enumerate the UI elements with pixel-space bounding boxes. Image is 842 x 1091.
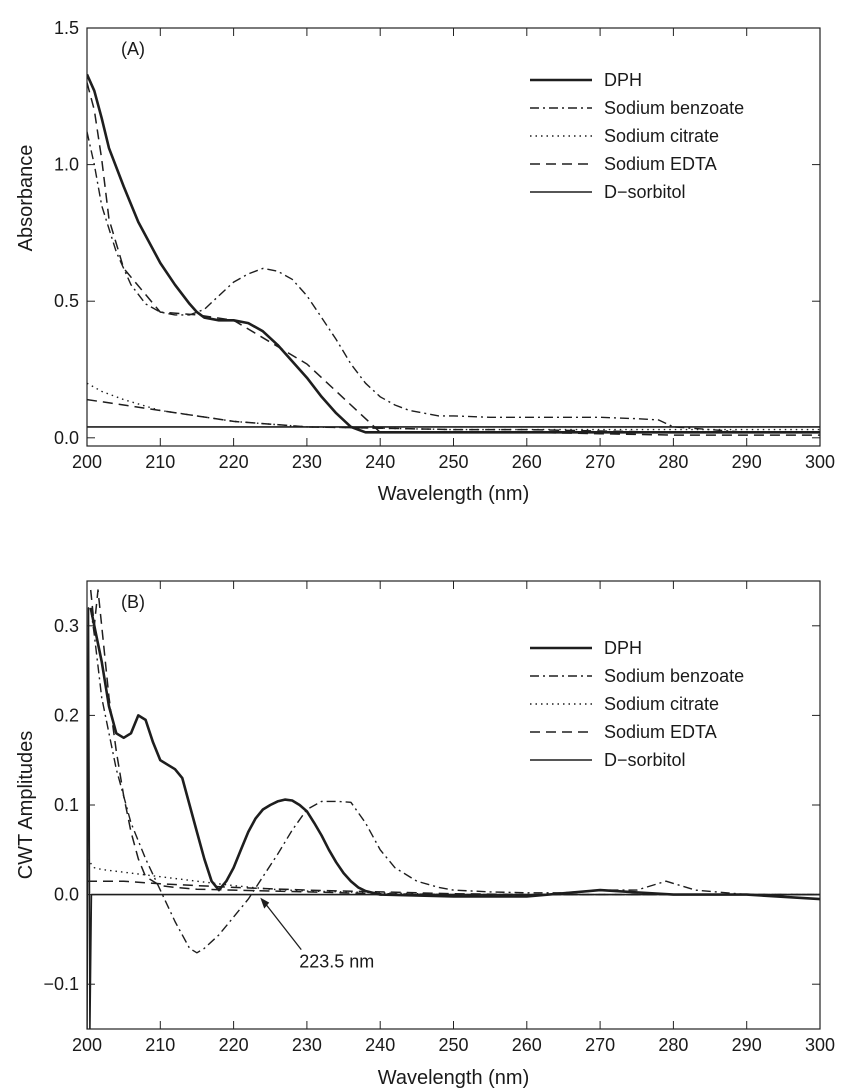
panel-a-series-line-unlabeled-5 <box>87 398 820 434</box>
panel-a-plot-frame <box>86 27 821 447</box>
panel-b-series-line-sodium-edta <box>89 589 820 896</box>
panel-b-legend: DPH Sodium benzoate Sodium citrate Sodium E… <box>530 638 744 770</box>
panel-b-annotation-arrow <box>261 899 302 950</box>
panel-b-series-layer <box>87 589 820 1029</box>
panel-b-y-axis-label: CWT Amplitudes <box>15 731 37 880</box>
panel-b-x-tick-label: 290 <box>732 1035 762 1055</box>
panel-b-legend-label-sodium-benzoate: Sodium benzoate <box>604 666 744 686</box>
panel-a-legend: DPH Sodium benzoate Sodium citrate Sodium E… <box>530 70 744 202</box>
panel-a-x-tick-label: 270 <box>585 452 615 472</box>
panel-b-x-tick-label: 270 <box>585 1035 615 1055</box>
panel-a-series-layer <box>87 73 820 436</box>
panel-b-x-tick-label: 250 <box>438 1035 468 1055</box>
panel-a-y-tick-label: 1.0 <box>54 155 79 175</box>
panel-a-label: (A) <box>121 39 145 59</box>
panel-b-x-tick-label: 220 <box>219 1035 249 1055</box>
panel-b-x-tick-label: 240 <box>365 1035 395 1055</box>
panel-b-y-tick-label: −0.1 <box>43 974 79 994</box>
panel-a-y-axis-label: Absorbance <box>15 145 37 252</box>
panel-a-x-tick-label: 200 <box>72 452 102 472</box>
panel-a-y-tick-label: 0.0 <box>54 428 79 448</box>
panel-a-x-tick-label: 300 <box>805 452 835 472</box>
panel-a-x-tick-label: 220 <box>219 452 249 472</box>
panel-b-annotation-arrowhead <box>260 897 270 909</box>
panel-a-x-tick-label: 250 <box>438 452 468 472</box>
panel-b-legend-label-sodium-edta: Sodium EDTA <box>604 722 717 742</box>
panel-a-series-line-dph <box>87 73 820 434</box>
panel-b-legend-label-sodium-citrate: Sodium citrate <box>604 694 719 714</box>
panel-b-y-tick-label: 0.2 <box>54 705 79 725</box>
panel-b-series-line-sodium-benzoate <box>90 607 820 954</box>
panel-b-x-tick-label: 280 <box>658 1035 688 1055</box>
panel-a-x-tick-label: 280 <box>658 452 688 472</box>
panel-b-label: (B) <box>121 592 145 612</box>
panel-b-legend-label-d-sorbitol: D−sorbitol <box>604 750 686 770</box>
panel-a-x-tick-label: 260 <box>512 452 542 472</box>
panel-b-annotation-label: 223.5 nm <box>299 952 374 972</box>
panel-a-x-tick-label: 210 <box>145 452 175 472</box>
panel-a-legend-label-sodium-edta: Sodium EDTA <box>604 154 717 174</box>
panel-a-tick-layer: 200 210 220 230 240 250 260 270 280 290 300 0.0 0.5 1… <box>54 18 835 472</box>
panel-b-x-tick-label: 300 <box>805 1035 835 1055</box>
panel-a-legend-label-sodium-citrate: Sodium citrate <box>604 126 719 146</box>
panel-a-series-line-sodium-benzoate <box>87 131 820 433</box>
panel-b-x-tick-label: 200 <box>72 1035 102 1055</box>
panel-a-x-tick-label: 230 <box>292 452 322 472</box>
panel-b-annotation-layer: 223.5 nm <box>260 897 374 972</box>
panel-a-y-tick-label: 1.5 <box>54 18 79 38</box>
panel-a-absorbance-chart: 200 210 220 230 240 250 260 270 280 290 300 0.0 0.5 1… <box>15 18 835 505</box>
panel-b-x-axis-label: Wavelength (nm) <box>378 1067 530 1089</box>
panel-b-y-tick-label: 0.3 <box>54 616 79 636</box>
panel-a-legend-label-sodium-benzoate: Sodium benzoate <box>604 98 744 118</box>
panel-b-cwt-chart: 200 210 220 230 240 250 260 270 280 290 300 −0.1 0.0… <box>15 580 835 1089</box>
panel-b-x-tick-label: 260 <box>512 1035 542 1055</box>
panel-a-y-tick-label: 0.5 <box>54 291 79 311</box>
panel-a-legend-label-d-sorbitol: D−sorbitol <box>604 182 686 202</box>
panel-b-plot-frame <box>86 580 821 1030</box>
panel-b-x-tick-label: 230 <box>292 1035 322 1055</box>
panel-b-legend-label-dph: DPH <box>604 638 642 658</box>
panel-b-y-tick-label: 0.0 <box>54 885 79 905</box>
panel-b-x-tick-label: 210 <box>145 1035 175 1055</box>
panel-a-x-axis-label: Wavelength (nm) <box>378 483 530 505</box>
panel-a-legend-label-dph: DPH <box>604 70 642 90</box>
panel-b-tick-layer: 200 210 220 230 240 250 260 270 280 290 300 −0.1 0.0… <box>43 581 835 1055</box>
panel-b-series-line-dph <box>89 607 820 901</box>
panel-a-x-tick-label: 240 <box>365 452 395 472</box>
panel-a-series-line-sodium-citrate <box>87 382 820 431</box>
panel-b-y-tick-label: 0.1 <box>54 795 79 815</box>
panel-b-series-line-unlabeled-5 <box>87 880 820 896</box>
panel-a-x-tick-label: 290 <box>732 452 762 472</box>
